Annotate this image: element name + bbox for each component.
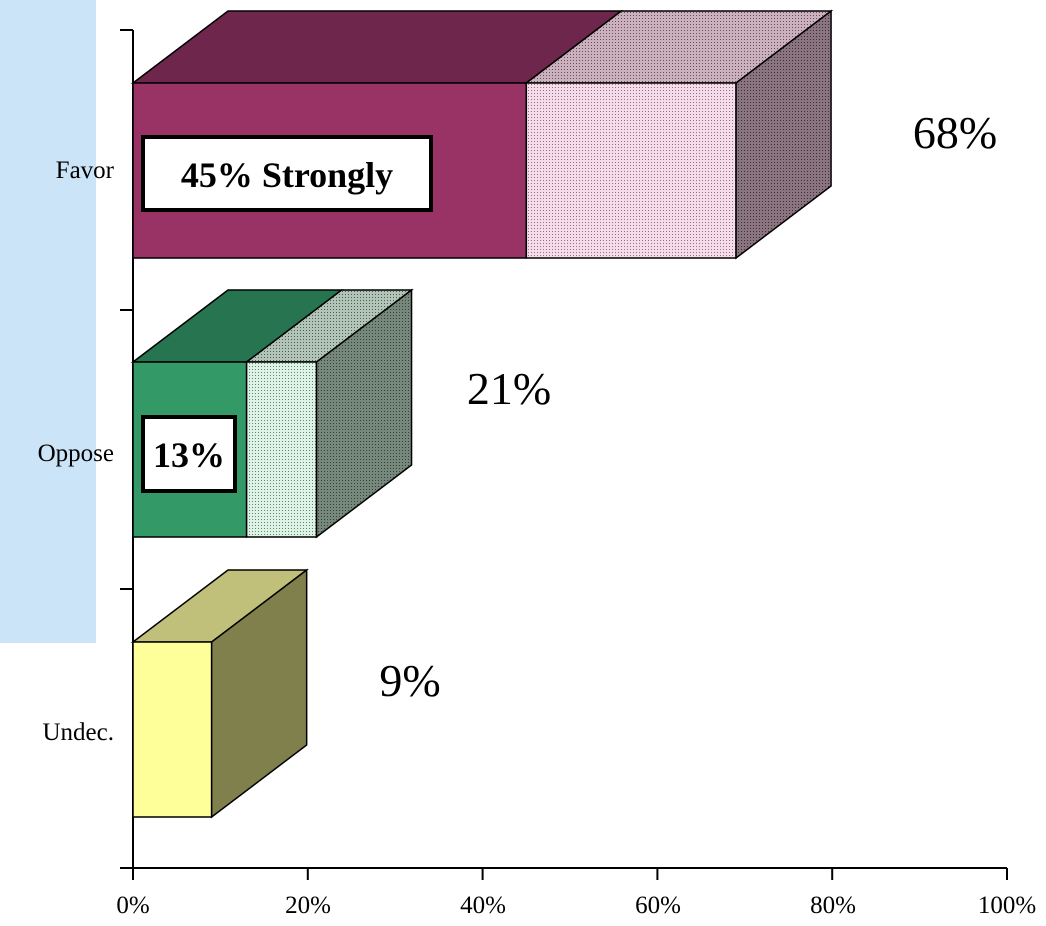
strongly-favor-box (141, 135, 433, 212)
category-label: Undec. (43, 719, 115, 746)
strongly-oppose-box (141, 415, 237, 493)
x-tick-label: 0% (116, 892, 149, 919)
bar-somewhat (245, 361, 318, 538)
category-label: Oppose (38, 440, 114, 467)
bars (130, 9, 834, 819)
strongly-oppose-label: 13% (153, 435, 225, 475)
total-label: 68% (913, 107, 997, 158)
bar-side (735, 9, 832, 260)
bar-side (210, 568, 308, 819)
total-label: 21% (467, 363, 551, 414)
x-tick-label: 60% (635, 892, 681, 919)
total-label: 9% (379, 655, 440, 706)
highlight-panel (0, 0, 96, 643)
x-tick-label: 100% (978, 892, 1036, 919)
x-tick-label: 40% (460, 892, 506, 919)
bar-side (315, 288, 413, 539)
bar-strong (132, 641, 213, 818)
x-tick-label: 20% (285, 892, 331, 919)
bar-somewhat (525, 82, 737, 259)
strongly-favor-label: 45% Strongly (181, 155, 393, 195)
x-tick-label: 80% (810, 892, 856, 919)
category-label: Favor (56, 157, 115, 184)
